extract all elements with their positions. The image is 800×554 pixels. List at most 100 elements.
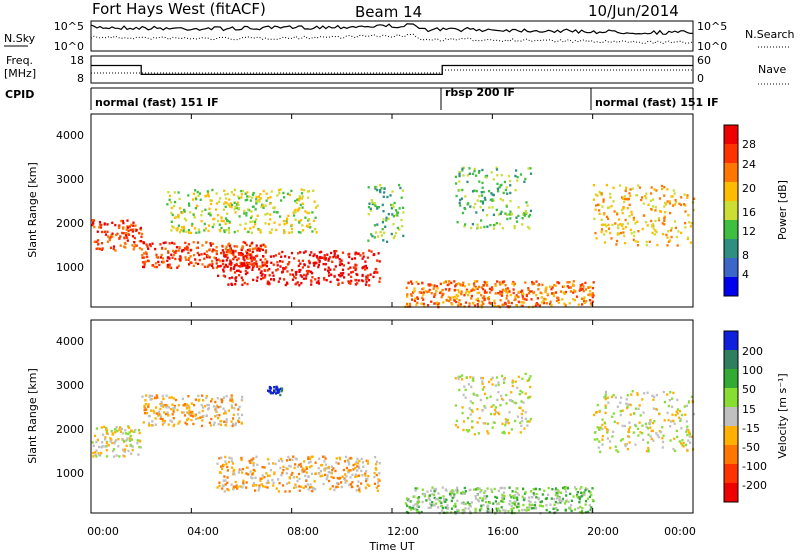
power-cell-6-299 <box>582 297 585 301</box>
power-cell-4-71 <box>379 184 382 187</box>
velocity-cell-5-278 <box>588 495 591 498</box>
velocity-cell-2-230 <box>350 485 353 489</box>
power-cell-2-222 <box>355 264 358 267</box>
velocity-cell-6-81 <box>678 409 682 413</box>
power-cell-1-141 <box>215 252 218 256</box>
power-cell-7-197 <box>624 241 627 245</box>
power-cell-5-83 <box>525 211 528 215</box>
velocity-cell-2-304 <box>252 464 255 467</box>
velocity-cell-2-302 <box>225 462 228 466</box>
velocity-cell-0-44 <box>100 426 103 429</box>
velocity-cell-4-107 <box>479 398 482 402</box>
power-cell-0-104 <box>126 226 130 229</box>
power-cell-6-410 <box>458 301 461 305</box>
power-cell-0-38 <box>98 247 101 251</box>
velocity-cell-2-251 <box>293 486 296 489</box>
power-cell-1-149 <box>251 250 254 254</box>
velocity-cell-5-22 <box>413 507 416 511</box>
power-cell-2-320 <box>375 271 378 274</box>
power-cell-3-55 <box>259 231 262 234</box>
power-cell-4-5 <box>398 228 401 231</box>
power-cell-1-104 <box>187 243 190 246</box>
velocity-cell-4-12 <box>457 375 460 379</box>
velocity-cell-1-76 <box>181 397 184 401</box>
velocity-cell-1-38 <box>165 394 168 397</box>
velocity-cell-5-394 <box>449 493 452 496</box>
power-cell-3-237 <box>197 228 200 231</box>
power-cell-5-18 <box>456 221 459 224</box>
velocity-cell-5-102 <box>588 490 591 493</box>
velocity-cell-4-127 <box>528 377 531 380</box>
power-cell-2-147 <box>293 275 296 279</box>
velocity-cell-1-170 <box>155 406 158 409</box>
velocity-cell-5-361 <box>488 501 491 505</box>
power-cell-0-15 <box>106 235 110 238</box>
power-cell-4-72 <box>379 190 382 194</box>
velocity-cell-1-144 <box>197 417 200 420</box>
power-cell-6-249 <box>457 282 460 285</box>
power-cell-3-262 <box>244 222 247 225</box>
velocity-cell-2-323 <box>364 474 367 477</box>
power-cell-7-53 <box>658 197 662 200</box>
power-cell-0-79 <box>92 219 96 222</box>
velocity-cell-5-273 <box>480 489 483 492</box>
power-cell-7-122 <box>686 196 689 199</box>
noise-tick-right-bottom: 10^0 <box>697 40 727 53</box>
velocity-cell-0-62 <box>130 429 133 432</box>
velocity-cell-2-290 <box>222 464 225 467</box>
power-cell-7-214 <box>621 208 624 212</box>
power-cell-6-191 <box>453 280 456 283</box>
power-cell-3-171 <box>311 230 314 233</box>
nave-label: Nave <box>758 63 786 76</box>
power-cell-2-259 <box>326 253 329 256</box>
power-cell-2-19 <box>323 278 326 281</box>
velocity-cell-2-96 <box>357 480 360 483</box>
velocity-cell-1-183 <box>205 414 208 417</box>
power-cell-2-146 <box>241 283 244 286</box>
velocity-cell-2-308 <box>344 478 347 482</box>
power-cell-6-9 <box>557 298 560 301</box>
velocity-cell-2-332 <box>296 465 299 468</box>
velocity-panel-frame <box>90 319 694 514</box>
power-cell-2-118 <box>246 271 249 274</box>
power-cell-0-78 <box>138 247 141 250</box>
velocity-cell-1-194 <box>172 407 175 410</box>
velocity-cell-1-113 <box>143 408 146 412</box>
power-cell-5-38 <box>514 174 517 178</box>
power-cell-0-62 <box>100 242 104 245</box>
velocity-cell-6-68 <box>623 424 626 428</box>
velocity-cell-1-172 <box>202 399 205 402</box>
velocity-cell-6-23 <box>604 411 607 415</box>
velocity-cell-1-20 <box>191 410 194 414</box>
velocity-cell-5-17 <box>440 509 443 512</box>
velocity-cell-6-4 <box>686 433 689 437</box>
velocity-cell-1-187 <box>142 421 145 424</box>
velocity-cell-4-161 <box>466 416 469 420</box>
power-cell-6-222 <box>462 281 465 284</box>
velocity-cell-5-369 <box>516 498 519 502</box>
velocity-cell-2-128 <box>277 478 280 481</box>
power-cell-2-307 <box>295 270 298 274</box>
power-cell-2-115 <box>352 266 355 269</box>
power-cell-5-58 <box>527 225 530 229</box>
power-cell-7-42 <box>609 231 612 235</box>
power-cell-6-210 <box>552 293 555 296</box>
velocity-cell-6-57 <box>676 398 679 402</box>
velocity-cell-1-130 <box>188 409 191 412</box>
power-cell-6-193 <box>575 295 579 298</box>
power-cell-6-83 <box>588 299 592 302</box>
velocity-cell-3-25 <box>274 392 277 395</box>
velocity-cell-6-75 <box>604 392 607 395</box>
velocity-cell-5-351 <box>576 495 579 498</box>
power-cell-6-239 <box>590 294 593 297</box>
velocity-cell-0-47 <box>111 441 114 445</box>
power-cell-0-49 <box>106 223 109 226</box>
velocity-cell-5-234 <box>456 499 459 502</box>
velocity-cell-4-65 <box>511 381 514 384</box>
power-cell-7-219 <box>630 210 633 214</box>
power-cell-6-282 <box>499 299 502 302</box>
power-cell-5-121 <box>504 212 507 215</box>
velocity-cell-1-173 <box>217 423 220 426</box>
velocity-cell-5-268 <box>427 506 430 510</box>
power-cell-1-154 <box>149 244 152 248</box>
